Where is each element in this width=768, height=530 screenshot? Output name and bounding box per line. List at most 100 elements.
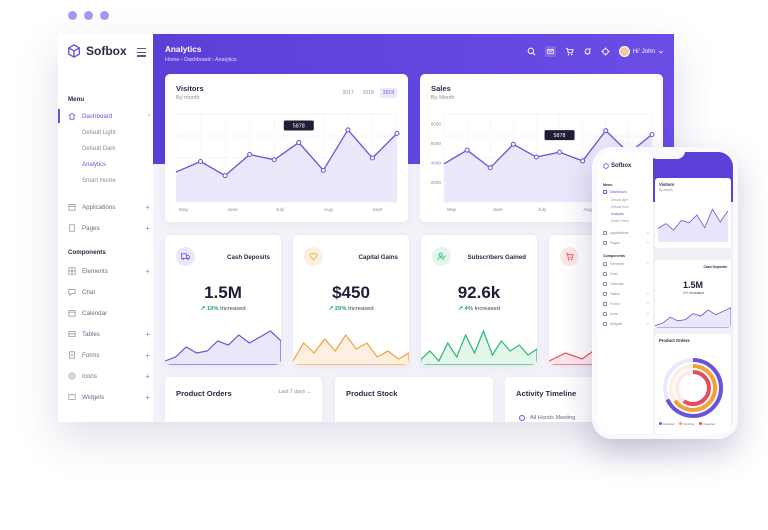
orders-period-value: Last 7 days (278, 389, 306, 395)
sidebar-sub-default-light[interactable]: Default Light (82, 130, 116, 136)
orders-period-select[interactable]: Last 7 days ⌄ (279, 389, 311, 395)
legend-pending: Pending (679, 422, 694, 426)
search-icon[interactable] (527, 47, 536, 56)
stat-change-label: Increased (220, 306, 246, 312)
data-point (603, 128, 609, 134)
sidebar-item-chat[interactable]: Chat (58, 285, 153, 299)
user-greeting: Hi' John (632, 48, 655, 55)
phone-sidebar-tables[interactable]: Tables + (603, 292, 649, 296)
data-point (533, 154, 539, 160)
phone-sub-smart-home[interactable]: Smart Home (611, 219, 629, 223)
sidebar-item-icons[interactable]: Icons + (58, 369, 153, 383)
phone-sidebar-applications[interactable]: Applications + (603, 231, 649, 235)
phone-sub-default-dark[interactable]: Default Dark (611, 205, 629, 209)
brand-logo[interactable]: Sofbox (67, 44, 127, 58)
year-tab-2018[interactable]: 2018 (362, 90, 374, 96)
phone-orders-donut (663, 358, 723, 418)
phone-sidebar-icons[interactable]: Icons + (603, 312, 649, 316)
sidebar-item-tables[interactable]: Tables + (58, 327, 153, 341)
year-tab-2019[interactable]: 2019 (379, 88, 397, 98)
x-tick-label: Sept (373, 207, 384, 213)
trend-up-icon: ↗ (458, 306, 463, 312)
phone-sidebar-calendar[interactable]: Calendar (603, 282, 649, 286)
year-tab-2017[interactable]: 2017 (342, 90, 354, 96)
phone-sidebar-widgets[interactable]: Widgets + (603, 322, 649, 326)
x-tick-label: June (227, 207, 238, 213)
brand-name: Sofbox (86, 44, 127, 58)
phone-sidebar-dashboard[interactable]: Dashboard (603, 190, 649, 194)
x-tick-label: July (538, 207, 547, 213)
menu-toggle-icon[interactable] (137, 48, 146, 59)
phone-mockup: Sofbox Menu Dashboard Default light Defa… (592, 147, 738, 439)
sidebar-item-label: Elements (82, 267, 108, 275)
data-point (369, 155, 375, 161)
mail-button[interactable] (544, 46, 556, 57)
plus-icon: + (145, 392, 150, 402)
data-point (394, 130, 400, 136)
sidebar-item-label: Dashboard (82, 112, 113, 120)
phone-components-label: Components (603, 254, 625, 258)
bell-icon[interactable] (583, 47, 592, 56)
phone-main: Visitors By month Cash Deposits 1.5M 10%… (653, 152, 733, 434)
stat-change-label: Increased (474, 306, 500, 312)
phone-orders-card: Product Orders Finished Pending Rejected (655, 334, 731, 434)
stat-title: Subscribers Gained (467, 254, 526, 261)
sidebar: Sofbox Menu Dashboard › Default Light De… (58, 34, 153, 422)
sidebar-item-pages[interactable]: Pages + (58, 221, 153, 235)
phone-stat-title: Cash Deposits (703, 265, 727, 269)
activity-item-label: All Hands Meeting (530, 415, 576, 421)
stat-card-subscribers-gained: Subscribers Gained 92.6k ↗ 4% Increased (421, 235, 537, 365)
visitors-card: Visitors By month 2017 2018 2019 5878 May… (165, 74, 408, 222)
heart-icon (304, 247, 323, 266)
phone-visitors-card: Visitors By month (655, 178, 731, 248)
cart-icon[interactable] (565, 47, 574, 56)
phone-visitors-chart (657, 208, 729, 242)
phone-stat-label: Increased (689, 291, 704, 295)
sidebar-sub-default-dark[interactable]: Default Dark (82, 146, 116, 152)
series-line (443, 129, 653, 169)
x-tick-label: Aug (583, 207, 592, 213)
data-point (320, 167, 326, 173)
sidebar-item-applications[interactable]: Applications + (58, 200, 153, 214)
sales-card: Sales By Month 5878MayJuneJulyAugSept800… (420, 74, 663, 222)
sidebar-sub-analytics[interactable]: Analytics (82, 162, 107, 168)
phone-sidebar-pages[interactable]: Pages + (603, 241, 649, 245)
phone-sidebar-elements[interactable]: Elements + (603, 262, 649, 266)
phone-sub-analytics[interactable]: Analytics (611, 212, 624, 216)
sidebar-item-elements[interactable]: Elements + (58, 264, 153, 278)
tooltip-box (544, 130, 575, 141)
sidebar-item-forms[interactable]: Forms + (58, 348, 153, 362)
components-section-label: Components (68, 249, 106, 256)
data-point (296, 140, 302, 146)
cart-icon (560, 247, 579, 266)
plus-icon: + (145, 266, 150, 276)
calendar-icon (68, 310, 76, 317)
data-point (649, 132, 655, 138)
x-tick-label: Aug (324, 207, 333, 213)
breadcrumb[interactable]: Home › Dashboard › Analytics (165, 57, 237, 63)
sidebar-item-dashboard[interactable]: Dashboard › (58, 109, 153, 123)
sidebar-item-label: Widgets (82, 393, 105, 401)
crosshair-icon[interactable] (601, 47, 610, 56)
data-point (222, 173, 228, 179)
sidebar-item-widgets[interactable]: Widgets + (58, 390, 153, 404)
stat-card-capital-gains: Capital Gains $450 ↗ 20% Increased (293, 235, 409, 365)
sidebar-item-label: Forms (82, 351, 100, 359)
sidebar-sub-smart-home[interactable]: Smart Home (82, 178, 116, 184)
plus-icon: + (145, 371, 150, 381)
home-icon (68, 112, 76, 120)
plus-icon: + (145, 329, 150, 339)
stat-card-cash-deposits: Cash Deposits 1.5M ↗ 10% Increased (165, 235, 281, 365)
timeline-dot-icon (519, 415, 525, 421)
sidebar-item-calendar[interactable]: Calendar (58, 306, 153, 320)
product-stock-title: Product Stock (346, 389, 398, 398)
phone-sidebar-chat[interactable]: Chat (603, 272, 649, 276)
sidebar-item-label: Calendar (82, 309, 108, 317)
plus-icon: + (145, 350, 150, 360)
activity-item[interactable]: All Hands Meeting (519, 415, 575, 421)
stat-change-label: Increased (348, 306, 374, 312)
user-menu[interactable]: Hi' John (618, 46, 664, 57)
sidebar-item-label: Chat (82, 288, 96, 296)
phone-sub-default-light[interactable]: Default light (611, 198, 628, 202)
phone-sidebar-forms[interactable]: Forms + (603, 302, 649, 306)
